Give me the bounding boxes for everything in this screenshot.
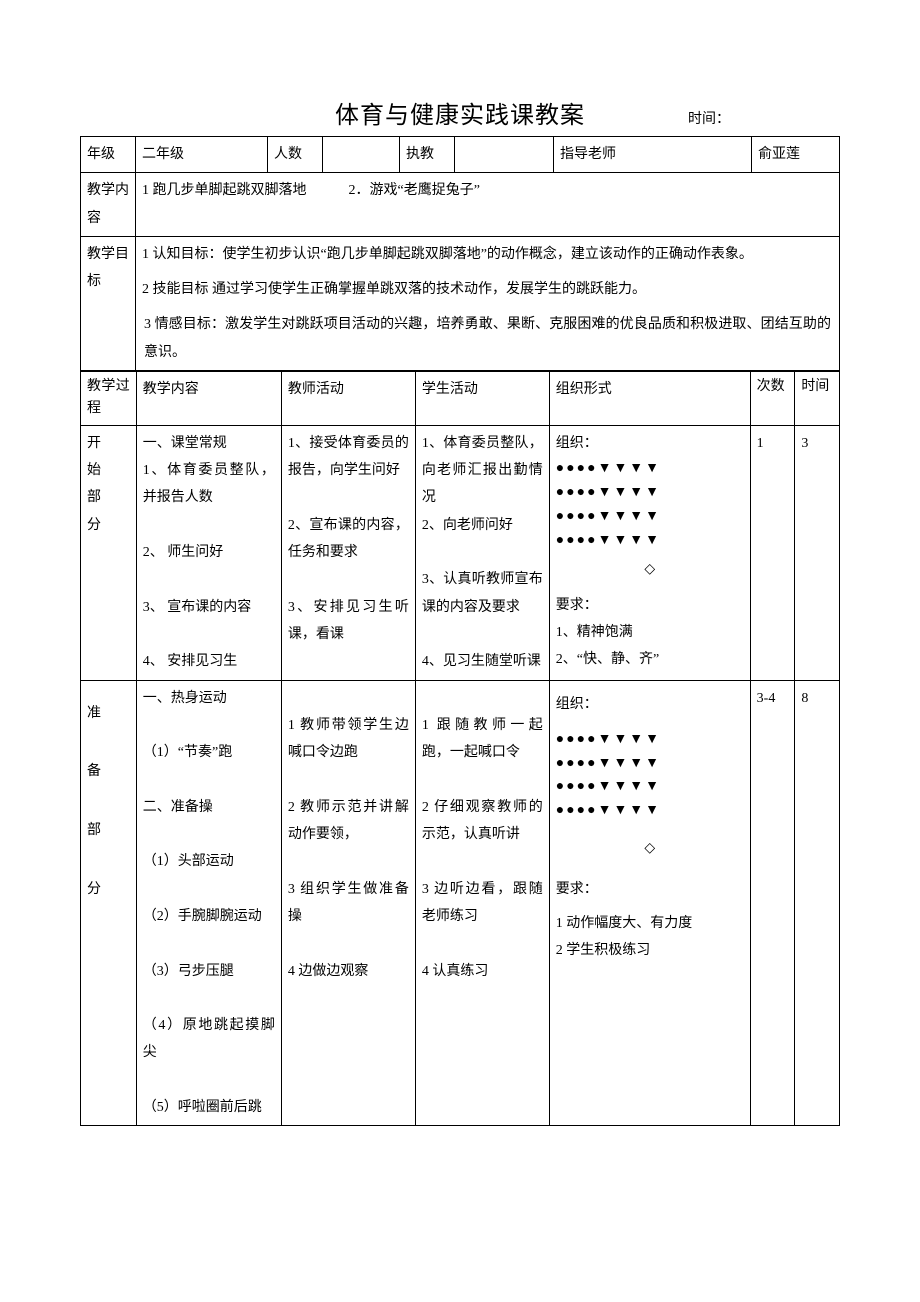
prep-teacher: 1 教师带领学生边喊口令边跑 2 教师示范并讲解动作要领， 3 组织学生做准备操… [281, 680, 415, 1126]
req-label: 要求： [556, 876, 744, 903]
section-prep: 准 备 部 分 一、热身运动 （1）“节奏”跑 二、准备操 （1）头部运动 （2… [81, 680, 840, 1126]
prep-content: 一、热身运动 （1）“节奏”跑 二、准备操 （1）头部运动 （2）手腕脚腕运动 … [136, 680, 281, 1126]
teacher-value [455, 137, 554, 173]
page-root: 体育与健康实践课教案 时间： 年级 二年级 人数 执教 指导老师 俞亚莲 [80, 95, 840, 1126]
req-2: 2、“快、静、齐” [556, 646, 744, 673]
start-form: 组织： ●●●●▼▼▼▼ ●●●●▼▼▼▼ ●●●●▼▼▼▼ ●●●●▼▼▼▼ … [549, 425, 750, 680]
formation-row-2: ●●●●▼▼▼▼ [556, 752, 744, 776]
teaching-content-label: 教学内容 [81, 173, 136, 237]
req-2: 2 学生积极练习 [556, 937, 744, 964]
page-title: 体育与健康实践课教案 [335, 103, 585, 129]
process-table: 教学过程 教学内容 教师活动 学生活动 组织形式 次数 时间 开 始 部 分 一… [80, 371, 840, 1126]
info-row: 年级 二年级 人数 执教 指导老师 俞亚莲 [81, 137, 840, 173]
count-label: 人数 [268, 137, 323, 173]
objective-3: 3 情感目标：激发学生对跳跃项目活动的兴趣，培养勇敢、果断、克服困难的优良品质和… [136, 307, 840, 370]
start-label: 开 始 部 分 [81, 425, 137, 680]
form-label: 组织： [556, 691, 744, 718]
section-start: 开 始 部 分 一、课堂常规 1、体育委员整队，并报告人数 2、 师生问好 3、… [81, 425, 840, 680]
prep-label: 准 备 部 分 [81, 680, 137, 1126]
process-header-row: 教学过程 教学内容 教师活动 学生活动 组织形式 次数 时间 [81, 372, 840, 426]
start-minutes: 3 [795, 425, 840, 680]
title-row: 体育与健康实践课教案 时间： [80, 95, 840, 130]
teacher-position-icon: ◇ [556, 552, 744, 591]
formation-row-4: ●●●●▼▼▼▼ [556, 529, 744, 553]
start-student: 1、体育委员整队，向老师汇报出勤情况 2、向老师问好 3、认真听教师宣布课的内容… [415, 425, 549, 680]
teaching-content-value: 1 跑几步单脚起跳双脚落地 2．游戏“老鹰捉兔子” [136, 173, 840, 237]
hdr-student: 学生活动 [415, 372, 549, 426]
hdr-times: 次数 [750, 372, 795, 426]
grade-value: 二年级 [136, 137, 268, 173]
objectives-row-1: 教学目标 1 认知目标：使学生初步认识“跑几步单脚起跳双脚落地”的动作概念，建立… [81, 236, 840, 272]
formation-row-4: ●●●●▼▼▼▼ [556, 799, 744, 823]
formation-row-2: ●●●●▼▼▼▼ [556, 481, 744, 505]
teacher-label: 执教 [400, 137, 455, 173]
hdr-content: 教学内容 [136, 372, 281, 426]
count-value [323, 137, 400, 173]
advisor-label: 指导老师 [554, 137, 752, 173]
objectives-label: 教学目标 [81, 236, 136, 370]
formation-row-3: ●●●●▼▼▼▼ [556, 775, 744, 799]
hdr-minutes: 时间 [795, 372, 840, 426]
start-teacher: 1、接受体育委员的报告，向学生问好 2、宣布课的内容，任务和要求 3、安排见习生… [281, 425, 415, 680]
formation-row-3: ●●●●▼▼▼▼ [556, 505, 744, 529]
req-1: 1 动作幅度大、有力度 [556, 910, 744, 937]
prep-minutes: 8 [795, 680, 840, 1126]
teacher-position-icon: ◇ [556, 823, 744, 876]
start-times: 1 [750, 425, 795, 680]
formation-row-1: ●●●●▼▼▼▼ [556, 457, 744, 481]
prep-form: 组织： ●●●●▼▼▼▼ ●●●●▼▼▼▼ ●●●●▼▼▼▼ ●●●●▼▼▼▼ … [549, 680, 750, 1126]
formation-row-1: ●●●●▼▼▼▼ [556, 728, 744, 752]
lesson-plan-table: 年级 二年级 人数 执教 指导老师 俞亚莲 教学内容 1 跑几步单脚起跳双脚落地… [80, 136, 840, 371]
req-1: 1、精神饱满 [556, 619, 744, 646]
objective-3-text: 3 情感目标：激发学生对跳跃项目活动的兴趣，培养勇敢、果断、克服困难的优良品质和… [142, 311, 833, 366]
hdr-form: 组织形式 [549, 372, 750, 426]
objective-2: 2 技能目标 通过学习使学生正确掌握单跳双落的技术动作，发展学生的跳跃能力。 [136, 272, 840, 307]
prep-student: 1 跟随教师一起跑，一起喊口令 2 仔细观察教师的示范，认真听讲 3 边听边看，… [415, 680, 549, 1126]
req-label: 要求： [556, 592, 744, 619]
time-label: 时间： [688, 108, 730, 128]
prep-times: 3-4 [750, 680, 795, 1126]
objective-1: 1 认知目标：使学生初步认识“跑几步单脚起跳双脚落地”的动作概念，建立该动作的正… [136, 236, 840, 272]
hdr-process: 教学过程 [81, 372, 137, 426]
hdr-teacher: 教师活动 [281, 372, 415, 426]
grade-label: 年级 [81, 137, 136, 173]
start-content: 一、课堂常规 1、体育委员整队，并报告人数 2、 师生问好 3、 宣布课的内容 … [136, 425, 281, 680]
advisor-value: 俞亚莲 [752, 137, 840, 173]
form-label: 组织： [556, 430, 744, 457]
objectives-row-3: 3 情感目标：激发学生对跳跃项目活动的兴趣，培养勇敢、果断、克服困难的优良品质和… [81, 307, 840, 370]
teaching-content-row: 教学内容 1 跑几步单脚起跳双脚落地 2．游戏“老鹰捉兔子” [81, 173, 840, 237]
objectives-row-2: 2 技能目标 通过学习使学生正确掌握单跳双落的技术动作，发展学生的跳跃能力。 [81, 272, 840, 307]
